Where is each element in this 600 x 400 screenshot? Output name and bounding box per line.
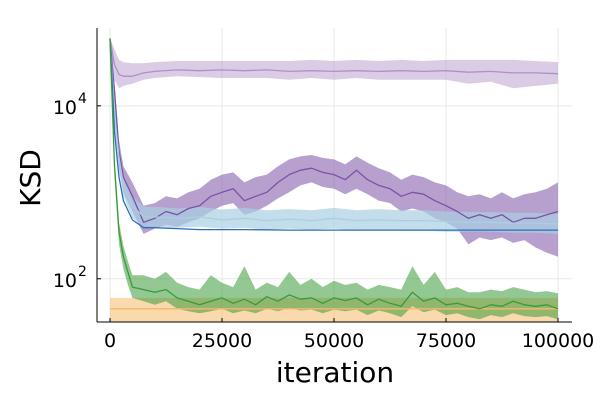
x-tick-label: 75000 — [416, 330, 476, 352]
x-tick-label: 25000 — [192, 330, 252, 352]
y-tick-label-exponent: 4 — [78, 91, 87, 107]
x-tick-label: 100000 — [522, 330, 595, 352]
series-2-band — [110, 38, 558, 234]
x-axis-label: iteration — [276, 356, 394, 389]
y-tick-label-base: 10 — [53, 270, 77, 292]
series-5-band — [110, 38, 558, 320]
series-1-line — [109, 38, 559, 223]
y-tick-label: 10 — [53, 97, 77, 119]
y-tick-label-base: 10 — [53, 97, 77, 119]
y-axis-label: KSD — [14, 149, 47, 207]
series-1-band — [110, 38, 558, 257]
x-tick-label: 0 — [104, 330, 116, 352]
x-tick-label: 50000 — [304, 330, 364, 352]
series-5-line — [109, 38, 559, 310]
series-2-line — [109, 38, 559, 225]
grid — [97, 28, 572, 322]
series-0-band — [110, 38, 558, 89]
series-lines — [109, 38, 559, 310]
series-3-line — [109, 38, 558, 231]
uncertainty-bands — [110, 38, 558, 322]
y-tick-label: 10 — [53, 270, 77, 292]
y-tick-label-exponent: 2 — [78, 264, 87, 280]
series-0-line — [109, 38, 559, 77]
